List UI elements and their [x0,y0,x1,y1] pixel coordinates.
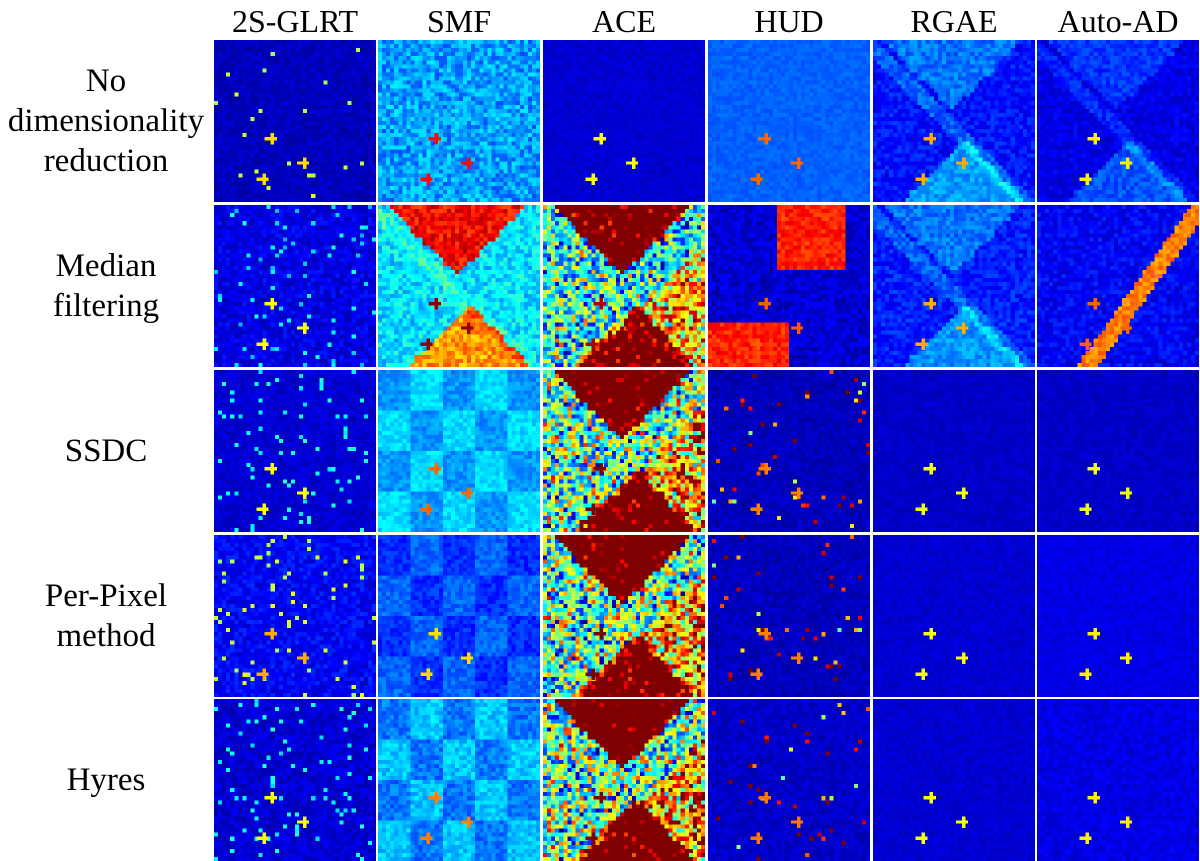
detection-map-tile [1037,40,1199,202]
row-label-line: No [8,61,204,101]
detection-map-tile [543,535,705,697]
detection-map-tile [378,205,540,367]
row-label-median-filtering: Median filtering [0,205,212,367]
detection-map-tile [1037,370,1199,532]
row-label-line: Per-Pixel [45,576,167,616]
row-label-line: SSDC [65,431,148,471]
detection-map-tile [1037,699,1199,861]
row-label-hyres: Hyres [0,699,212,861]
detection-map-tile [214,205,376,367]
detection-map-tile [543,40,705,202]
detection-map-tile [1037,205,1199,367]
detection-map-tile [378,699,540,861]
row-label-line: filtering [53,286,159,326]
column-header-smf: SMF [378,4,540,38]
column-header-auto-ad: Auto-AD [1037,4,1199,38]
column-header-2s-glrt: 2S-GLRT [214,4,376,38]
detection-map-tile [1037,535,1199,697]
detection-map-tile [214,370,376,532]
row-label-per-pixel-method: Per-Pixel method [0,535,212,697]
detection-map-tile [873,40,1035,202]
detection-map-tile [708,370,870,532]
detection-map-tile [873,205,1035,367]
detection-map-tile [873,370,1035,532]
row-label-line: dimensionality [8,101,204,141]
detection-map-tile [708,535,870,697]
row-label-line: Median [53,246,159,286]
row-label-line: Hyres [67,760,146,800]
row-label-ssdc: SSDC [0,370,212,532]
detection-map-tile [543,205,705,367]
detection-map-tile [708,205,870,367]
column-header-rgae: RGAE [873,4,1035,38]
detection-map-tile [378,370,540,532]
column-header-ace: ACE [543,4,705,38]
detection-map-tile [214,535,376,697]
row-label-line: reduction [8,141,204,181]
row-label-no-dimensionality-reduction: No dimensionality reduction [0,40,212,202]
detection-map-tile [708,40,870,202]
detection-map-tile [873,699,1035,861]
detection-map-tile [708,699,870,861]
detection-map-tile [873,535,1035,697]
row-label-line: method [45,616,167,656]
detection-map-tile [378,40,540,202]
detection-map-tile [214,40,376,202]
detection-map-tile [543,699,705,861]
column-header-hud: HUD [708,4,870,38]
detection-map-tile [214,699,376,861]
detection-map-tile [378,535,540,697]
detection-map-tile [543,370,705,532]
